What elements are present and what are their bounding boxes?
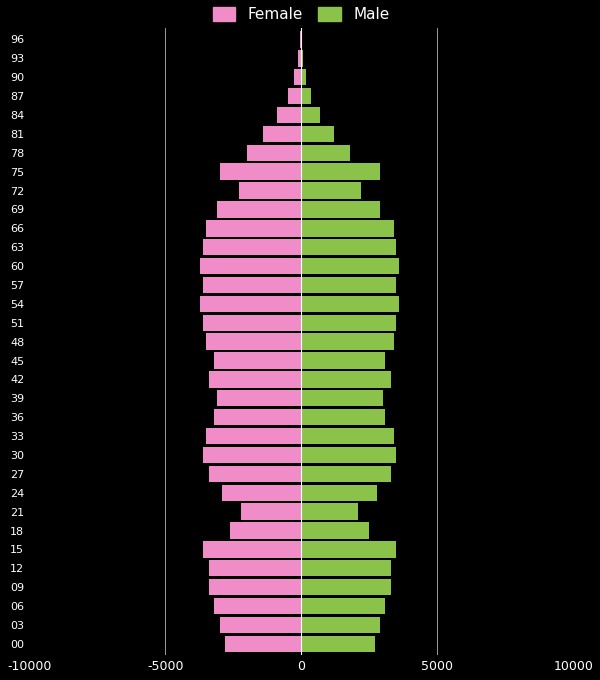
Bar: [301, 201, 380, 218]
Bar: [301, 466, 391, 482]
Bar: [225, 636, 301, 652]
Bar: [209, 560, 301, 577]
Bar: [301, 371, 391, 388]
Legend: Female, Male: Female, Male: [206, 1, 396, 29]
Bar: [203, 541, 301, 558]
Bar: [217, 201, 301, 218]
Bar: [209, 466, 301, 482]
Bar: [301, 315, 397, 331]
Bar: [214, 409, 301, 426]
Bar: [301, 126, 334, 142]
Bar: [220, 163, 301, 180]
Bar: [301, 560, 391, 577]
Bar: [298, 50, 301, 67]
Bar: [301, 447, 397, 463]
Bar: [301, 107, 320, 123]
Bar: [287, 88, 301, 104]
Bar: [301, 409, 385, 426]
Bar: [263, 126, 301, 142]
Bar: [301, 239, 397, 256]
Bar: [301, 333, 394, 350]
Bar: [300, 31, 301, 48]
Bar: [301, 579, 391, 596]
Bar: [301, 541, 397, 558]
Bar: [301, 617, 380, 633]
Bar: [222, 485, 301, 501]
Bar: [301, 352, 385, 369]
Bar: [301, 258, 399, 274]
Bar: [301, 598, 385, 614]
Bar: [241, 503, 301, 520]
Bar: [301, 182, 361, 199]
Bar: [295, 69, 301, 86]
Bar: [206, 220, 301, 237]
Bar: [301, 145, 350, 161]
Bar: [203, 239, 301, 256]
Bar: [217, 390, 301, 407]
Bar: [214, 352, 301, 369]
Bar: [301, 163, 380, 180]
Bar: [206, 428, 301, 444]
Bar: [209, 579, 301, 596]
Bar: [301, 69, 306, 86]
Bar: [301, 503, 358, 520]
Bar: [203, 447, 301, 463]
Bar: [206, 333, 301, 350]
Bar: [247, 145, 301, 161]
Bar: [200, 258, 301, 274]
Bar: [301, 636, 374, 652]
Bar: [214, 598, 301, 614]
Bar: [277, 107, 301, 123]
Bar: [239, 182, 301, 199]
Bar: [301, 522, 369, 539]
Bar: [200, 296, 301, 312]
Bar: [301, 88, 311, 104]
Bar: [301, 220, 394, 237]
Bar: [230, 522, 301, 539]
Bar: [220, 617, 301, 633]
Bar: [203, 315, 301, 331]
Bar: [301, 277, 397, 293]
Bar: [203, 277, 301, 293]
Bar: [301, 50, 303, 67]
Bar: [301, 485, 377, 501]
Bar: [301, 428, 394, 444]
Bar: [209, 371, 301, 388]
Bar: [301, 296, 399, 312]
Bar: [301, 390, 383, 407]
